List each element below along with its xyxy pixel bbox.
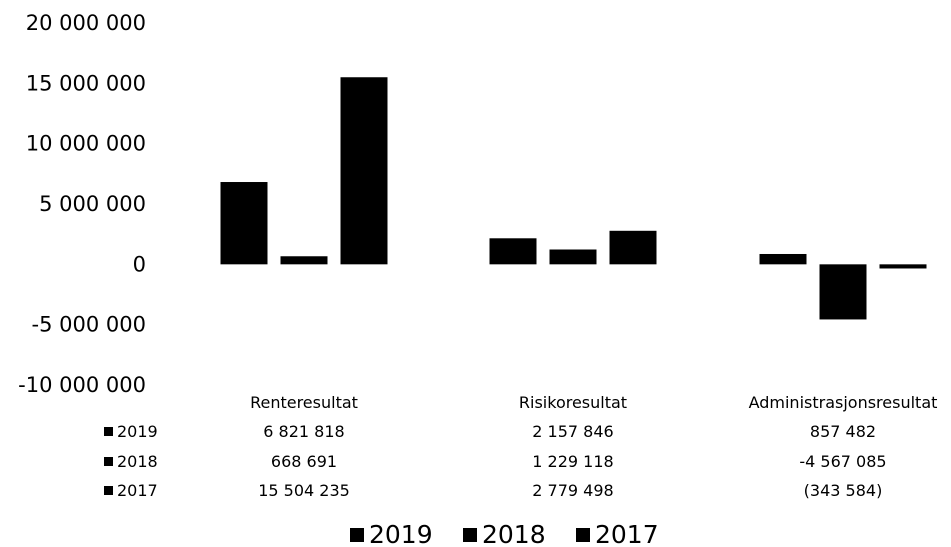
y-tick-label: -5 000 000 (32, 313, 146, 337)
bar-2017-risikoresultat (609, 230, 657, 265)
y-tick-label: 15 000 000 (26, 71, 146, 95)
bar-2017-renteresultat (340, 77, 388, 265)
legend-swatch (463, 528, 477, 542)
bar-2019-administrasjonsresultat (759, 253, 807, 265)
table-row-label: 2019 (117, 422, 158, 441)
y-tick-label: -10 000 000 (18, 373, 146, 397)
table-legend-key (104, 457, 113, 466)
y-tick-label: 20 000 000 (26, 11, 146, 35)
table-cell: 857 482 (810, 422, 876, 441)
table-cell: 6 821 818 (263, 422, 344, 441)
y-axis: 20 000 000 15 000 000 10 000 000 5 000 000 0… (18, 11, 146, 397)
table-cell: 15 504 235 (258, 481, 350, 500)
table-cell: 2 157 846 (532, 422, 613, 441)
data-table: Renteresultat Risikoresultat Administrasjo… (104, 393, 937, 500)
bar-2019-renteresultat (220, 182, 268, 265)
y-tick-label: 5 000 000 (39, 192, 146, 216)
table-cell: 1 229 118 (532, 452, 613, 471)
category-label: Administrasjonsresultat (749, 393, 938, 412)
table-cell: 2 779 498 (532, 481, 613, 500)
legend-swatch (350, 528, 364, 542)
legend-swatch (576, 528, 590, 542)
y-tick-label: 10 000 000 (26, 132, 146, 156)
legend-label: 2017 (595, 520, 659, 547)
bar-2019-risikoresultat (489, 238, 537, 265)
bar-2018-administrasjonsresultat (819, 264, 867, 320)
legend-label: 2018 (482, 520, 546, 547)
table-cell: -4 567 085 (799, 452, 886, 471)
table-row-label: 2017 (117, 481, 158, 500)
bar-2018-risikoresultat (549, 249, 597, 265)
bars (220, 77, 927, 320)
category-label: Renteresultat (250, 393, 358, 412)
bar-2017-administrasjonsresultat (879, 264, 927, 269)
legend-label: 2019 (369, 520, 433, 547)
legend: 2019 2018 2017 (350, 520, 659, 547)
table-cell: (343 584) (804, 481, 883, 500)
table-row-label: 2018 (117, 452, 158, 471)
y-tick-label: 0 (133, 252, 146, 276)
table-legend-key (104, 427, 113, 436)
category-label: Risikoresultat (519, 393, 627, 412)
table-cell: 668 691 (271, 452, 337, 471)
bar-2018-renteresultat (280, 256, 328, 265)
table-legend-key (104, 486, 113, 495)
